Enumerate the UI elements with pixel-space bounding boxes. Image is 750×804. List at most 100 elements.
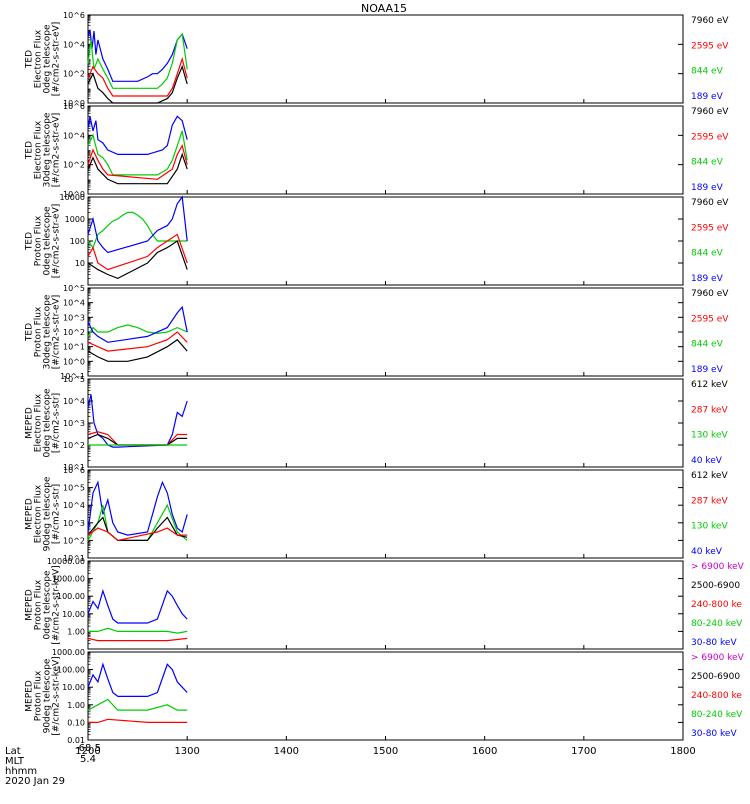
series-line-blue	[87, 29, 188, 82]
series-line-blue	[87, 115, 188, 155]
plot-frame	[87, 469, 684, 559]
series-line-green	[88, 627, 188, 634]
y-tick-label: 10000.00	[47, 557, 85, 566]
y-tick-label: 10.00	[62, 610, 85, 619]
y-tick-label: 10^3	[63, 519, 85, 528]
legend-entry: > 6900 keV	[691, 653, 745, 663]
y-tick-label: 10^5	[63, 284, 85, 293]
series-line-red	[87, 527, 188, 542]
legend-entry: 2500-6900	[691, 581, 740, 591]
legend-entry: 240-800 ke	[691, 600, 742, 610]
y-axis-label-line: TED	[25, 232, 35, 251]
y-tick-label: 10^0	[63, 357, 85, 366]
y-axis-label-line: TED	[25, 50, 35, 69]
y-tick-label: 1000.00	[52, 648, 85, 657]
panel-3: 10 100 1000 10000 TEDProton Flux0deg telesco…	[25, 193, 729, 286]
y-axis-label-line: [#/cm2-s-str]	[52, 393, 62, 453]
y-tick-label: 10^4	[63, 397, 85, 406]
figure-title: NOAA15	[361, 2, 407, 15]
legend-entry: 189 eV	[691, 274, 724, 284]
y-axis-label-line: TED	[25, 141, 35, 160]
y-tick-label: 100.00	[57, 592, 85, 601]
y-tick-label: 100.00	[57, 666, 85, 675]
legend-entry: 189 eV	[691, 365, 724, 375]
plot-frame	[87, 14, 684, 104]
legend-entry: 287 keV	[691, 496, 728, 506]
y-axis-label-line: 30deg telescope	[43, 294, 53, 369]
y-axis-label-line: Proton Flux	[34, 306, 44, 357]
x-tick-label: 1800	[670, 746, 695, 757]
panel-7: 1.00 10.00 100.00 1000.00 10000.00MEPEDProto…	[25, 557, 745, 650]
y-tick-label: 10^4	[63, 501, 85, 510]
legend-entry: 287 keV	[691, 405, 728, 415]
y-axis-label: TEDElectron Flux30deg telescope[#/cm2-s-…	[25, 112, 62, 187]
y-axis-label-line: [#/cm2-s-str-eV]	[52, 295, 62, 370]
series-line-green	[87, 130, 188, 176]
y-tick-label: 10^6	[63, 11, 85, 20]
y-axis-label: TEDProton Flux30deg telescope[#/cm2-s-st…	[25, 294, 62, 369]
y-axis-label-line: MEPED	[25, 498, 35, 530]
series-line-red	[87, 637, 188, 642]
y-axis-label: MEPEDProton Flux0deg telescope[#/cm2-s-s…	[25, 565, 62, 644]
y-tick-label: 10^3	[63, 313, 85, 322]
y-tick-label: 1.00	[67, 627, 85, 636]
legend-entry: 2595 eV	[691, 223, 729, 233]
plot-frame	[87, 105, 684, 195]
series-line-red	[88, 718, 188, 724]
series-line-green	[87, 324, 188, 337]
y-axis-label-line: Electron Flux	[34, 29, 44, 88]
y-axis-label-line: Electron Flux	[34, 120, 44, 179]
y-axis-label-line: [#/cm2-s-str-keV]	[52, 656, 62, 735]
plot-frame	[87, 378, 684, 468]
footer-label-mlt: MLT	[5, 756, 25, 767]
y-axis-label-line: Electron Flux	[34, 484, 44, 543]
y-axis-label-line: TED	[25, 323, 35, 342]
footer-label-hhmm: hhmm	[5, 766, 37, 777]
y-tick-label: 10^6	[63, 102, 85, 111]
legend-entry: > 6900 keV	[691, 562, 745, 572]
y-tick-label: 1.00	[67, 701, 85, 710]
series-line-black	[87, 516, 188, 542]
y-tick-label: 10^1	[63, 554, 85, 563]
legend-entry: 7960 eV	[691, 16, 729, 26]
y-tick-label: 10^2	[63, 328, 85, 337]
panel-8: 0.010.101.0010.00100.001000.00MEPEDProto…	[25, 648, 745, 745]
series-line-black	[87, 338, 188, 362]
y-axis-label-line: 0deg telescope	[43, 206, 53, 276]
x-axis: 1200 1300 1400 1500 1600 1700 1800	[75, 746, 695, 757]
y-axis-label-line: Proton Flux	[34, 579, 44, 630]
y-axis-label-line: 30deg telescope	[43, 112, 53, 187]
y-axis-label-line: MEPED	[25, 680, 35, 712]
y-axis-label-line: Proton Flux	[34, 670, 44, 721]
y-tick-label: 10^0	[63, 190, 85, 199]
legend-entry: 844 eV	[691, 67, 724, 77]
y-tick-label: 10^4	[63, 131, 85, 140]
series-line-blue	[87, 305, 188, 343]
footer-date: 2020 Jan 29	[5, 776, 65, 787]
y-tick-label: 1000.00	[52, 575, 85, 584]
y-axis-label-line: 90deg telescope	[43, 658, 53, 733]
legend-entry: 844 eV	[691, 158, 724, 168]
legend-entry: 844 eV	[691, 249, 724, 259]
footer: Lat MLT hhmm 2020 Jan 29 -68.5 5.4	[5, 743, 101, 787]
series-line-black	[87, 152, 188, 185]
x-tick-label: 1500	[373, 746, 398, 757]
legend-entry: 40 keV	[691, 456, 723, 466]
y-axis-label: MEPEDElectron Flux0deg telescope[#/cm2-s…	[25, 388, 62, 458]
x-tick-label: 1700	[571, 746, 596, 757]
y-tick-label: 10^3	[63, 419, 85, 428]
y-tick-label: 10^2	[63, 70, 85, 79]
footer-mlt-value: 5.4	[80, 754, 96, 765]
y-tick-label: 10^2	[63, 441, 85, 450]
series-line-green	[87, 211, 188, 249]
legend-entry: 612 keV	[691, 471, 728, 481]
y-tick-label: 10^1	[63, 463, 85, 472]
legend-entry: 30-80 keV	[691, 729, 737, 739]
footer-label-lat: Lat	[5, 746, 21, 757]
footer-lat-value: -68.5	[75, 743, 101, 754]
